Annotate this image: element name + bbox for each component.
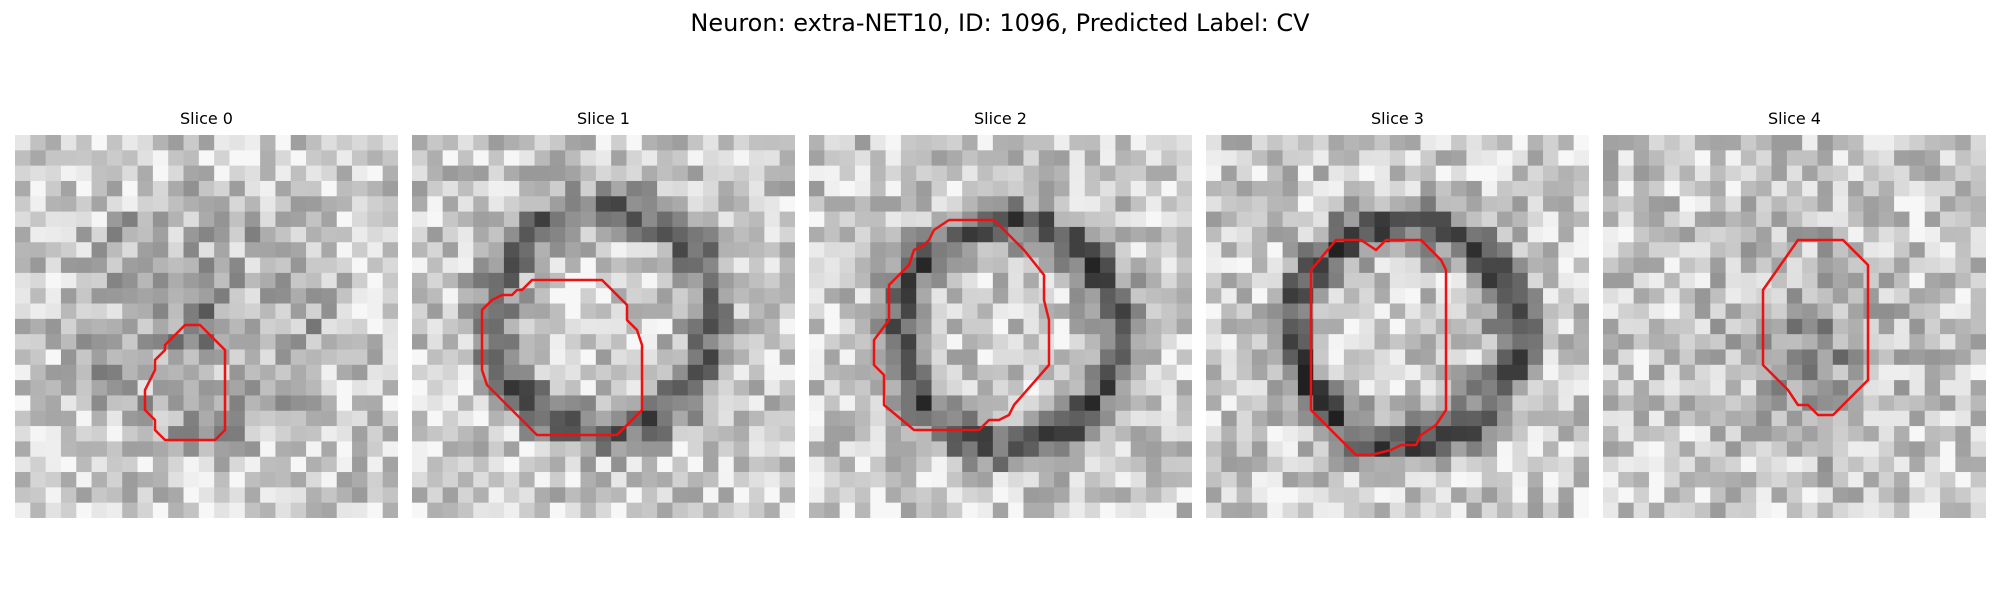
slice-image-0 <box>15 135 398 518</box>
slice-title-0: Slice 0 <box>180 109 233 128</box>
slice-pixels-1 <box>412 135 795 518</box>
slice-image-2 <box>809 135 1192 518</box>
slice-image-4 <box>1603 135 1986 518</box>
segmentation-contour-3 <box>1309 238 1448 457</box>
slice-image-1 <box>412 135 795 518</box>
segmentation-contour-2 <box>872 218 1051 432</box>
slice-title-3: Slice 3 <box>1371 109 1424 128</box>
figure-title: Neuron: extra-NET10, ID: 1096, Predicted… <box>690 9 1310 37</box>
slice-image-3 <box>1206 135 1589 518</box>
slice-pixels-3 <box>1206 135 1589 518</box>
segmentation-contour-0 <box>143 323 227 442</box>
slice-pixels-4 <box>1603 135 1986 518</box>
slice-title-2: Slice 2 <box>974 109 1027 128</box>
slice-title-1: Slice 1 <box>577 109 630 128</box>
slice-title-4: Slice 4 <box>1768 109 1821 128</box>
slice-pixels-2 <box>809 135 1192 518</box>
slice-pixels-0 <box>15 135 398 518</box>
segmentation-contour-1 <box>480 278 644 437</box>
segmentation-contour-4 <box>1761 238 1870 417</box>
